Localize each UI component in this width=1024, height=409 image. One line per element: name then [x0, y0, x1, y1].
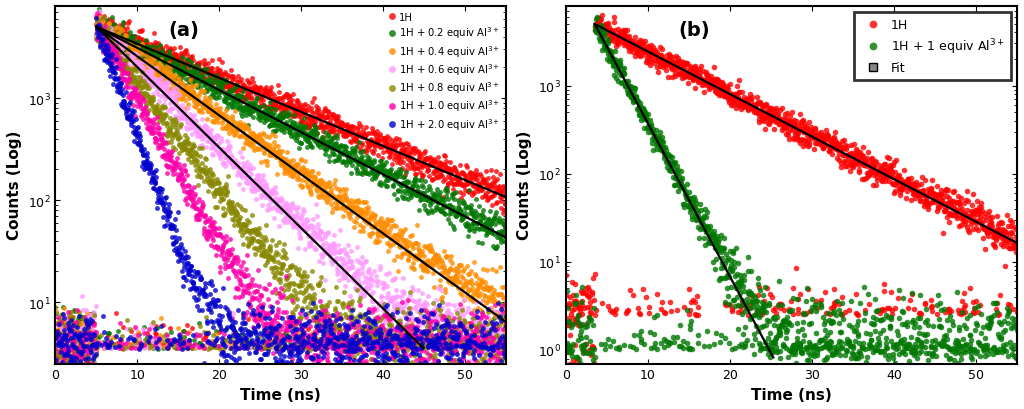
1H + 0.8 equiv Al$^{3+}$	[49, 305, 61, 310]
1H + 0.8 equiv Al$^{3+}$	[222, 207, 234, 211]
1H + 1 equiv Al$^{3+}$	[954, 374, 967, 379]
1H + 0.6 equiv Al$^{3+}$	[210, 148, 222, 153]
1H + 0.2 equiv Al$^{3+}$	[49, 353, 61, 357]
1H + 0.6 equiv Al$^{3+}$	[49, 357, 61, 362]
1H + 1.0 equiv Al$^{3+}$	[125, 92, 137, 97]
1H + 0.2 equiv Al$^{3+}$	[501, 240, 513, 245]
1H + 1 equiv Al$^{3+}$	[612, 345, 625, 350]
1H + 1.0 equiv Al$^{3+}$	[127, 103, 139, 108]
Line: 1H + 0.4 equiv Al$^{3+}$: 1H + 0.4 equiv Al$^{3+}$	[53, 16, 509, 409]
1H	[1011, 244, 1023, 249]
1H + 0.4 equiv Al$^{3+}$	[501, 311, 513, 316]
1H + 1 equiv Al$^{3+}$	[998, 327, 1011, 332]
1H + 0.2 equiv Al$^{3+}$	[92, 7, 104, 12]
1H + 0.2 equiv Al$^{3+}$	[58, 375, 71, 380]
Legend: 1H, 1H + 0.2 equiv Al$^{3+}$, 1H + 0.4 equiv Al$^{3+}$, 1H + 0.6 equiv Al$^{3+}$: 1H, 1H + 0.2 equiv Al$^{3+}$, 1H + 0.4 e…	[387, 12, 502, 133]
1H + 1.0 equiv Al$^{3+}$	[370, 360, 382, 364]
1H + 1.0 equiv Al$^{3+}$	[49, 347, 61, 352]
1H + 0.8 equiv Al$^{3+}$	[257, 346, 269, 351]
1H	[611, 43, 624, 47]
1H	[157, 341, 169, 346]
1H + 2.0 equiv Al$^{3+}$	[206, 300, 218, 305]
1H + 0.6 equiv Al$^{3+}$	[501, 354, 513, 359]
1H + 1 equiv Al$^{3+}$	[560, 374, 572, 379]
1H	[596, 13, 608, 18]
1H + 0.4 equiv Al$^{3+}$	[58, 360, 71, 365]
1H + 0.6 equiv Al$^{3+}$	[166, 101, 178, 106]
1H + 1 equiv Al$^{3+}$	[871, 341, 884, 346]
1H + 0.6 equiv Al$^{3+}$	[347, 337, 359, 342]
Line: 1H + 0.8 equiv Al$^{3+}$: 1H + 0.8 equiv Al$^{3+}$	[53, 15, 509, 409]
1H + 0.4 equiv Al$^{3+}$	[346, 340, 358, 345]
1H	[560, 272, 572, 277]
1H + 0.4 equiv Al$^{3+}$	[49, 358, 61, 363]
1H + 2.0 equiv Al$^{3+}$	[468, 340, 480, 345]
1H	[93, 13, 105, 18]
1H	[877, 179, 889, 184]
1H + 1 equiv Al$^{3+}$	[950, 346, 963, 351]
1H + 0.8 equiv Al$^{3+}$	[354, 359, 367, 364]
Line: 1H: 1H	[563, 13, 1020, 380]
1H + 1.0 equiv Al$^{3+}$	[501, 322, 513, 327]
1H + 0.8 equiv Al$^{3+}$	[97, 15, 110, 20]
Text: (a): (a)	[168, 21, 199, 40]
1H + 0.2 equiv Al$^{3+}$	[161, 62, 173, 67]
1H	[313, 343, 326, 348]
1H + 2.0 equiv Al$^{3+}$	[49, 403, 61, 408]
1H + 0.4 equiv Al$^{3+}$	[148, 343, 161, 348]
Y-axis label: Counts (Log): Counts (Log)	[517, 131, 532, 240]
1H	[344, 140, 356, 145]
1H + 1.0 equiv Al$^{3+}$	[214, 329, 226, 334]
1H	[952, 310, 965, 315]
1H + 0.4 equiv Al$^{3+}$	[92, 16, 104, 20]
1H + 1 equiv Al$^{3+}$	[675, 181, 687, 186]
1H + 2.0 equiv Al$^{3+}$	[86, 357, 98, 362]
1H + 0.2 equiv Al$^{3+}$	[148, 52, 161, 56]
Line: 1H + 1.0 equiv Al$^{3+}$: 1H + 1.0 equiv Al$^{3+}$	[53, 11, 509, 409]
1H + 0.6 equiv Al$^{3+}$	[480, 325, 493, 330]
Line: 1H + 0.2 equiv Al$^{3+}$: 1H + 0.2 equiv Al$^{3+}$	[53, 7, 509, 409]
1H + 1.0 equiv Al$^{3+}$	[91, 11, 103, 16]
Text: (b): (b)	[679, 21, 711, 40]
1H + 0.8 equiv Al$^{3+}$	[382, 343, 394, 348]
Line: 1H + 0.6 equiv Al$^{3+}$: 1H + 0.6 equiv Al$^{3+}$	[53, 9, 509, 409]
1H + 0.2 equiv Al$^{3+}$	[197, 79, 209, 83]
Line: 1H: 1H	[53, 13, 509, 409]
1H	[194, 73, 206, 78]
X-axis label: Time (ns): Time (ns)	[241, 387, 322, 402]
1H	[58, 338, 71, 343]
1H + 0.6 equiv Al$^{3+}$	[93, 9, 105, 14]
1H + 0.2 equiv Al$^{3+}$	[318, 147, 331, 152]
Line: 1H + 2.0 equiv Al$^{3+}$: 1H + 2.0 equiv Al$^{3+}$	[53, 17, 509, 409]
1H + 0.8 equiv Al$^{3+}$	[480, 373, 493, 378]
1H	[1000, 234, 1013, 238]
1H + 1.0 equiv Al$^{3+}$	[335, 343, 347, 348]
1H + 2.0 equiv Al$^{3+}$	[392, 341, 404, 346]
1H	[49, 353, 61, 357]
1H + 0.8 equiv Al$^{3+}$	[428, 367, 440, 372]
1H + 1 equiv Al$^{3+}$	[591, 16, 603, 20]
1H	[564, 374, 577, 379]
1H + 1 equiv Al$^{3+}$	[1011, 328, 1023, 333]
1H + 0.4 equiv Al$^{3+}$	[159, 81, 171, 85]
1H	[146, 52, 159, 57]
Line: 1H + 1 equiv Al$^{3+}$: 1H + 1 equiv Al$^{3+}$	[563, 15, 1020, 380]
1H + 2.0 equiv Al$^{3+}$	[174, 254, 186, 259]
Legend: 1H, 1H + 1 equiv Al$^{3+}$, Fit: 1H, 1H + 1 equiv Al$^{3+}$, Fit	[854, 13, 1011, 81]
1H + 2.0 equiv Al$^{3+}$	[501, 324, 513, 328]
1H + 2.0 equiv Al$^{3+}$	[90, 17, 102, 22]
1H + 1.0 equiv Al$^{3+}$	[133, 99, 145, 104]
X-axis label: Time (ns): Time (ns)	[752, 387, 831, 402]
1H	[956, 212, 969, 217]
1H + 0.8 equiv Al$^{3+}$	[501, 307, 513, 312]
1H	[679, 74, 691, 79]
1H + 0.2 equiv Al$^{3+}$	[349, 159, 361, 164]
1H + 0.4 equiv Al$^{3+}$	[197, 110, 209, 115]
1H	[501, 192, 513, 197]
Y-axis label: Counts (Log): Counts (Log)	[7, 131, 22, 240]
1H + 0.6 equiv Al$^{3+}$	[446, 334, 459, 339]
1H + 0.4 equiv Al$^{3+}$	[315, 194, 328, 199]
1H + 2.0 equiv Al$^{3+}$	[227, 333, 240, 337]
1H + 0.6 equiv Al$^{3+}$	[222, 146, 234, 151]
